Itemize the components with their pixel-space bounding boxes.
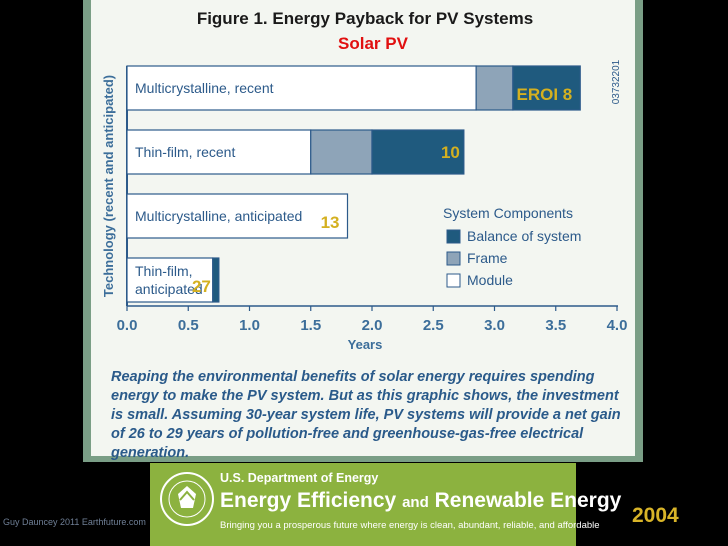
bar-frame-thin-film-recent	[310, 129, 373, 175]
x-tick-1.0: 1.0	[239, 317, 260, 334]
doe-seal-icon	[160, 472, 214, 526]
category-label-multicrystalline-anticipated: Multicrystalline, anticipated	[135, 208, 302, 224]
category-label-thin-film-anticipated-line2: anticipated	[135, 281, 203, 297]
category-label-multicrystalline-recent: Multicrystalline, recent	[135, 80, 274, 96]
doe-tagline: Bringing you a prosperous future where e…	[220, 520, 600, 531]
eroi-label-thin-film-anticipated: 27	[192, 277, 211, 296]
chart-title: Figure 1. Energy Payback for PV Systems	[197, 9, 533, 28]
energy-payback-chart: Figure 1. Energy Payback for PV Systems …	[101, 9, 628, 352]
category-label-thin-film-anticipated: Thin-film,	[135, 263, 193, 279]
legend-label-frame: Frame	[467, 250, 508, 266]
x-tick-0.5: 0.5	[178, 317, 199, 334]
year-label: 2004	[632, 504, 679, 527]
bar-module-thin-film-recent	[126, 129, 312, 175]
bar-balance-of-system-multicrystalline-recent	[512, 65, 581, 111]
figure-panel: Figure 1. Energy Payback for PV Systems …	[83, 0, 643, 462]
doe-department: U.S. Department of Energy	[220, 471, 379, 485]
x-tick-4.0: 4.0	[607, 317, 628, 334]
bar-module-multicrystalline-recent	[126, 65, 477, 111]
x-tick-0.0: 0.0	[117, 317, 138, 334]
x-tick-2.5: 2.5	[423, 317, 444, 334]
bar-balance-of-system-thin-film-recent	[371, 129, 465, 175]
legend-swatch-module	[446, 273, 461, 288]
bar-balance-of-system-thin-film-anticipated	[212, 257, 220, 303]
legend-label-balance-of-system: Balance of system	[467, 228, 581, 244]
eroi-label-multicrystalline-recent: EROI 8	[517, 85, 573, 104]
legend-swatch-frame	[446, 251, 461, 266]
author-credit: Guy Dauncey 2011 Earthfuture.com	[3, 517, 146, 527]
category-label-thin-film-recent: Thin-film, recent	[135, 144, 235, 160]
x-tick-1.5: 1.5	[300, 317, 321, 334]
program-and: and	[402, 494, 429, 511]
eroi-label-multicrystalline-anticipated: 13	[321, 213, 340, 232]
bar-module-multicrystalline-anticipated	[126, 193, 349, 239]
bar-module-thin-film-anticipated	[126, 257, 214, 303]
program-part1: Energy Efficiency	[220, 489, 397, 512]
x-tick-2.0: 2.0	[362, 317, 383, 334]
eroi-label-thin-film-recent: 10	[441, 143, 460, 162]
legend-title: System Components	[443, 205, 573, 221]
figure-inner: Figure 1. Energy Payback for PV Systems …	[91, 0, 635, 461]
overlay-title: Solar PV	[338, 34, 409, 53]
figure-caption: Reaping the environmental benefits of so…	[111, 369, 621, 461]
x-tick-3.0: 3.0	[484, 317, 505, 334]
x-axis-label: Years	[348, 337, 383, 352]
legend-label-module: Module	[467, 272, 513, 288]
bar-frame-multicrystalline-recent	[475, 65, 514, 111]
x-tick-3.5: 3.5	[545, 317, 566, 334]
legend-swatch-balance-of-system	[446, 229, 461, 244]
y-axis-label: Technology (recent and anticipated)	[101, 75, 116, 297]
doe-banner: U.S. Department of Energy Energy Efficie…	[150, 463, 621, 546]
doe-program-name: Energy Efficiency and Renewable Energy	[220, 489, 621, 513]
program-part2: Renewable Energy	[434, 489, 622, 512]
figure-id: 03732201	[611, 59, 622, 104]
